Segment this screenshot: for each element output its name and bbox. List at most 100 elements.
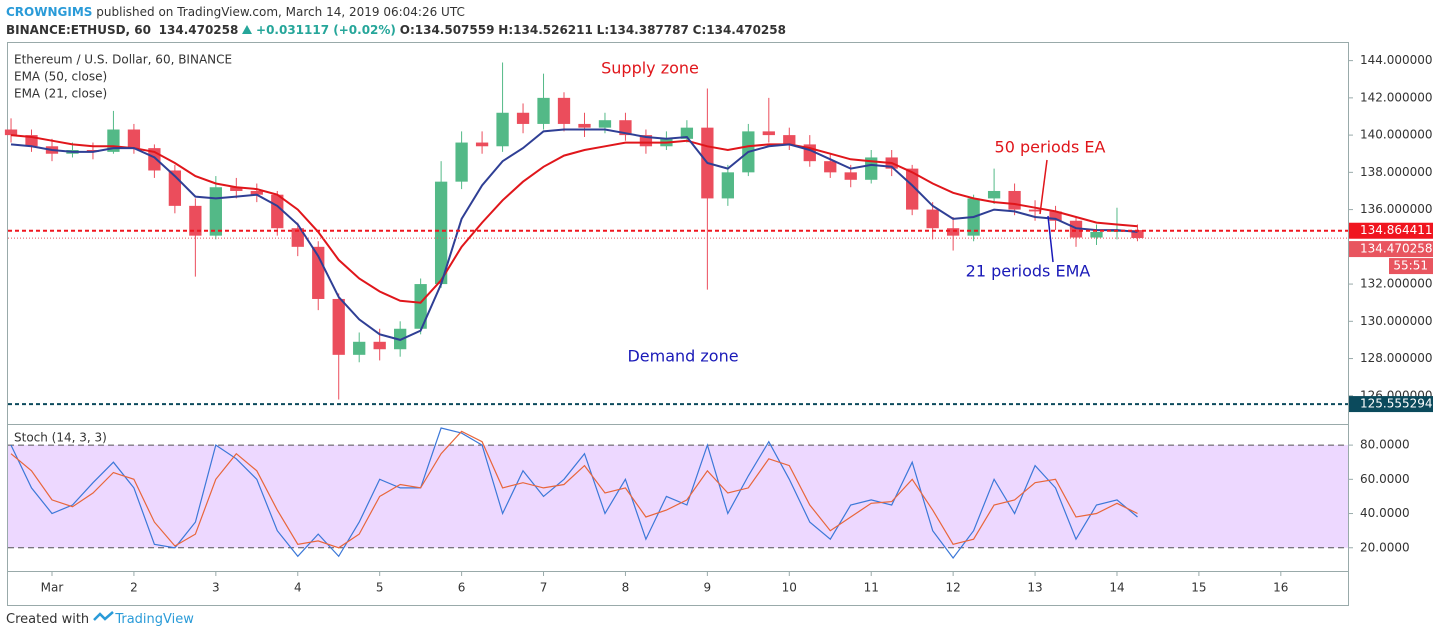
open: O:134.507559	[399, 23, 495, 37]
candle-body	[1049, 211, 1062, 221]
annotation-pointer	[1039, 159, 1048, 215]
created-with: Created with	[6, 612, 90, 627]
series-line	[10, 427, 1138, 560]
x-tick-label: 16	[1273, 581, 1288, 595]
pane-title: Ethereum / U.S. Dollar, 60, BINANCE	[14, 53, 232, 67]
band	[8, 445, 1348, 548]
candle-body	[1008, 190, 1021, 210]
candle-body	[332, 298, 345, 355]
x-tick-label: 12	[945, 581, 960, 595]
x-tick-label: 6	[458, 581, 466, 595]
candle-body	[537, 97, 550, 124]
candle-body	[25, 135, 38, 147]
up-arrow	[242, 25, 253, 34]
high: H:134.526211	[498, 23, 593, 37]
candle-body	[865, 157, 878, 180]
candle-body	[762, 131, 775, 136]
candle-body	[475, 142, 489, 147]
logo	[93, 611, 115, 621]
x-tick-label: 15	[1191, 581, 1206, 595]
y-tick-label: 132.000000	[1360, 277, 1433, 291]
candle-body	[312, 246, 325, 299]
candle-body	[353, 341, 366, 355]
candle-body	[578, 123, 591, 128]
brand: TradingView	[115, 612, 194, 627]
series-line	[10, 128, 1138, 341]
annotation: Supply zone	[601, 59, 699, 78]
chart: 126.000000128.000000130.000000132.000000…	[4, 42, 1433, 606]
candle-body	[4, 129, 18, 136]
candle-body	[680, 127, 694, 139]
candle-body	[1131, 230, 1144, 239]
candle-body	[557, 97, 571, 124]
price-pane: 126.000000128.000000130.000000132.000000…	[4, 53, 1433, 413]
candle-body	[250, 190, 263, 195]
candle-body	[209, 187, 222, 236]
candle-body	[721, 172, 734, 199]
frame	[7, 42, 1349, 606]
candle-body	[189, 205, 202, 236]
x-tick-label: 5	[376, 581, 384, 595]
candle-body	[496, 112, 509, 147]
candle-body	[946, 228, 960, 236]
x-tick-label: 9	[704, 581, 712, 595]
y-tick-label: 40.0000	[1360, 506, 1410, 520]
x-tick-label: 13	[1027, 581, 1042, 595]
series-line	[10, 430, 1138, 549]
x-tick-label: 14	[1109, 581, 1124, 595]
price-label: 125.555294	[1360, 397, 1433, 411]
legend-entry: EMA (50, close)	[14, 70, 107, 84]
x-tick-label: 8	[622, 581, 630, 595]
candle-body	[271, 194, 284, 229]
candle-body	[619, 120, 632, 136]
annotation: 21 periods EMA	[966, 262, 1091, 281]
x-tick-label: 3	[212, 581, 220, 595]
annotation: Demand zone	[627, 347, 738, 366]
candle-body	[434, 181, 448, 285]
candle-body	[373, 341, 386, 350]
x-tick-label: 10	[782, 581, 797, 595]
close: C:134.470258	[692, 23, 786, 37]
y-tick-label: 144.000000	[1360, 53, 1433, 67]
x-tick-label: 4	[294, 581, 302, 595]
candle-body	[516, 112, 530, 124]
symbol: BINANCE:ETHUSD, 60	[6, 23, 151, 37]
y-tick-label: 140.000000	[1360, 128, 1433, 142]
price-label: 134.864411	[1360, 223, 1433, 237]
candle-body	[455, 142, 468, 182]
candle-body	[926, 209, 939, 229]
x-tick-label: 7	[540, 581, 548, 595]
y-tick-label: 136.000000	[1360, 202, 1433, 216]
countdown-box	[1389, 258, 1433, 275]
y-tick-label: 138.000000	[1360, 165, 1433, 179]
quote-line: BINANCE:ETHUSD, 60 134.470258 +0.031117 …	[6, 21, 786, 39]
candle-body	[598, 120, 612, 128]
last: 134.470258	[158, 23, 239, 37]
annotation-pointer	[1047, 215, 1054, 263]
publish-line: CROWNGIMS published on TradingView.com, …	[6, 3, 786, 21]
price-label-box	[1349, 222, 1433, 239]
candle-body	[414, 284, 427, 329]
price-label: 134.470258	[1360, 242, 1433, 256]
candle-body	[844, 172, 857, 180]
y-tick-label: 80.0000	[1360, 438, 1410, 452]
candle-body	[1090, 231, 1103, 238]
candle-body	[906, 168, 919, 210]
candle-body	[291, 228, 304, 247]
y-tick-label: 20.0000	[1360, 540, 1410, 554]
stoch-pane: 20.0000 40.0000 60.0000 80.0000	[8, 427, 1410, 560]
x-tick-label: 11	[864, 581, 879, 595]
price-label-box	[1349, 241, 1433, 258]
price-label-box	[1349, 396, 1433, 413]
stoch-title: Stoch (14, 3, 3)	[14, 431, 107, 445]
x-tick-label: Mar	[41, 581, 64, 595]
author: CROWNGIMS	[6, 5, 93, 19]
candle-body	[127, 129, 141, 149]
y-tick-label: 128.000000	[1360, 351, 1433, 365]
y-tick-label: 142.000000	[1360, 90, 1433, 104]
header: CROWNGIMS published on TradingView.com, …	[6, 3, 786, 39]
footer: Created with TradingView	[6, 611, 194, 627]
low: L:134.387787	[596, 23, 689, 37]
candle-body	[1028, 209, 1042, 212]
